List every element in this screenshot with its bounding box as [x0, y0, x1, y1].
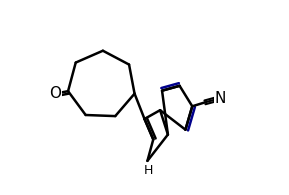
Text: O: O [49, 86, 61, 101]
Text: H: H [144, 164, 153, 177]
Text: N: N [215, 91, 226, 106]
